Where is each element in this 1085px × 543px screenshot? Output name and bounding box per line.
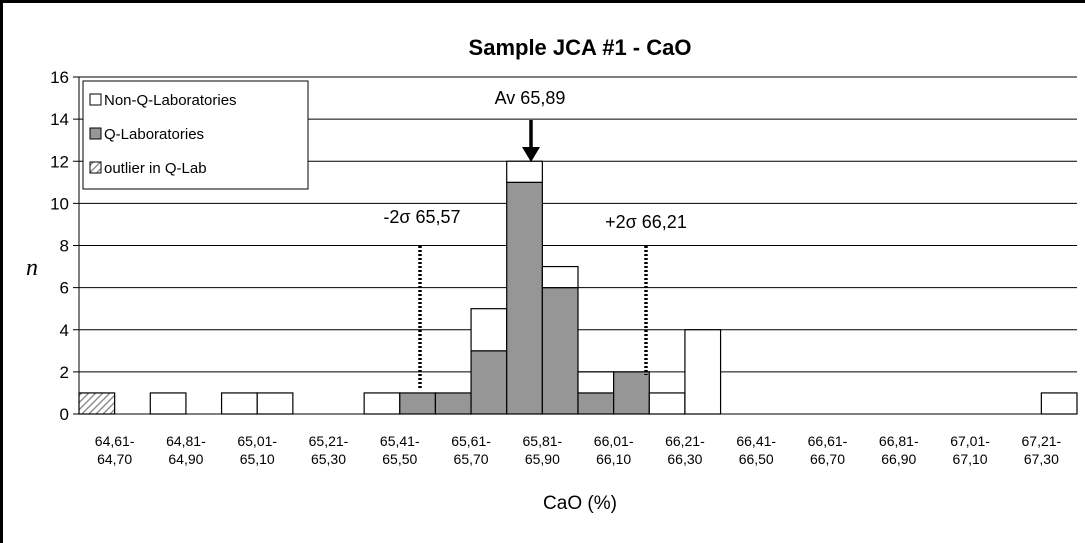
x-tick-label: 67,01- [950, 433, 990, 449]
legend-swatch [89, 93, 102, 106]
x-tick-label: 66,50 [739, 451, 774, 467]
y-tick-label: 6 [60, 279, 69, 298]
x-tick-label: 67,10 [953, 451, 988, 467]
bar-segment [648, 392, 686, 415]
bar-segment [1040, 392, 1078, 415]
bar-segment [541, 287, 579, 415]
y-tick-label: 14 [50, 110, 69, 129]
x-tick-label: 64,61- [95, 433, 135, 449]
bars [78, 160, 1078, 415]
average-label: Av 65,89 [495, 88, 566, 108]
x-tick-label: 66,01- [594, 433, 634, 449]
y-axis-ticks: 0 2 4 6 8 10 12 14 16 [50, 68, 69, 424]
bar-segment [434, 392, 472, 415]
x-tick-label: 66,30 [667, 451, 702, 467]
x-tick-label: 64,90 [168, 451, 203, 467]
y-tick-label: 10 [50, 194, 69, 213]
bar-segment [506, 181, 543, 415]
y-tick-label: 8 [60, 237, 69, 256]
y-tick-label: 4 [60, 321, 69, 340]
bar-segment [541, 265, 579, 289]
plus-2-sigma-label: +2σ 66,21 [605, 212, 687, 232]
x-tick-label: 65,61- [451, 433, 491, 449]
bar-segment [684, 329, 722, 415]
bar-segment [577, 392, 615, 415]
bar-segment [577, 371, 615, 394]
bar-segment [470, 308, 508, 352]
y-axis-label: n [26, 255, 38, 281]
y-tick-label: 2 [60, 363, 69, 382]
bar-segment [149, 392, 187, 415]
x-tick-label: 66,61- [808, 433, 848, 449]
bar-segment [363, 392, 401, 415]
x-tick-label: 66,41- [736, 433, 776, 449]
minus-2-sigma-label: -2σ 65,57 [383, 207, 460, 227]
x-tick-label: 64,81- [166, 433, 206, 449]
bar-segment [256, 392, 294, 415]
x-axis-label: CaO (%) [543, 493, 617, 514]
x-tick-label: 65,81- [523, 433, 563, 449]
x-tick-label: 66,90 [881, 451, 916, 467]
legend-swatch [89, 127, 102, 140]
x-tick-label: 66,70 [810, 451, 845, 467]
y-tick-label: 0 [60, 405, 69, 424]
x-tick-label: 65,10 [240, 451, 275, 467]
bar-segment [78, 392, 116, 415]
bar-segment [613, 371, 650, 415]
x-tick-label: 66,21- [665, 433, 705, 449]
legend: Non-Q-Laboratories Q-Laboratories outlier … [82, 80, 309, 190]
x-tick-label: 67,30 [1024, 451, 1059, 467]
x-tick-label: 66,10 [596, 451, 631, 467]
legend-swatch [89, 161, 102, 174]
bar-segment [506, 160, 543, 183]
x-tick-label: 65,90 [525, 451, 560, 467]
average-arrow-head [522, 147, 540, 162]
x-tick-label: 65,21- [309, 433, 349, 449]
legend-box [82, 80, 309, 190]
bar-segment [399, 392, 437, 415]
legend-entry: Q-Laboratories [104, 126, 204, 143]
bar-segment [220, 392, 258, 415]
legend-entry: outlier in Q-Lab [104, 160, 207, 177]
x-axis-ticks: 64,61- 64,70 64,81- 64,90 65,01- 65,10 65,21- 6… [95, 433, 1062, 467]
x-tick-label: 67,21- [1022, 433, 1062, 449]
annotations: Av 65,89 -2σ 65,57 +2σ 66,21 [383, 88, 687, 388]
x-tick-label: 65,01- [237, 433, 277, 449]
y-tick-label: 12 [50, 152, 69, 171]
x-tick-label: 65,50 [382, 451, 417, 467]
bar-segment [470, 350, 508, 415]
legend-entry: Non-Q-Laboratories [104, 92, 237, 109]
x-tick-label: 65,41- [380, 433, 420, 449]
x-tick-label: 64,70 [97, 451, 132, 467]
chart-title: Sample JCA #1 - CaO [469, 35, 692, 60]
x-tick-label: 65,30 [311, 451, 346, 467]
y-tick-label: 16 [50, 68, 69, 87]
x-tick-label: 66,81- [879, 433, 919, 449]
x-tick-label: 65,70 [454, 451, 489, 467]
